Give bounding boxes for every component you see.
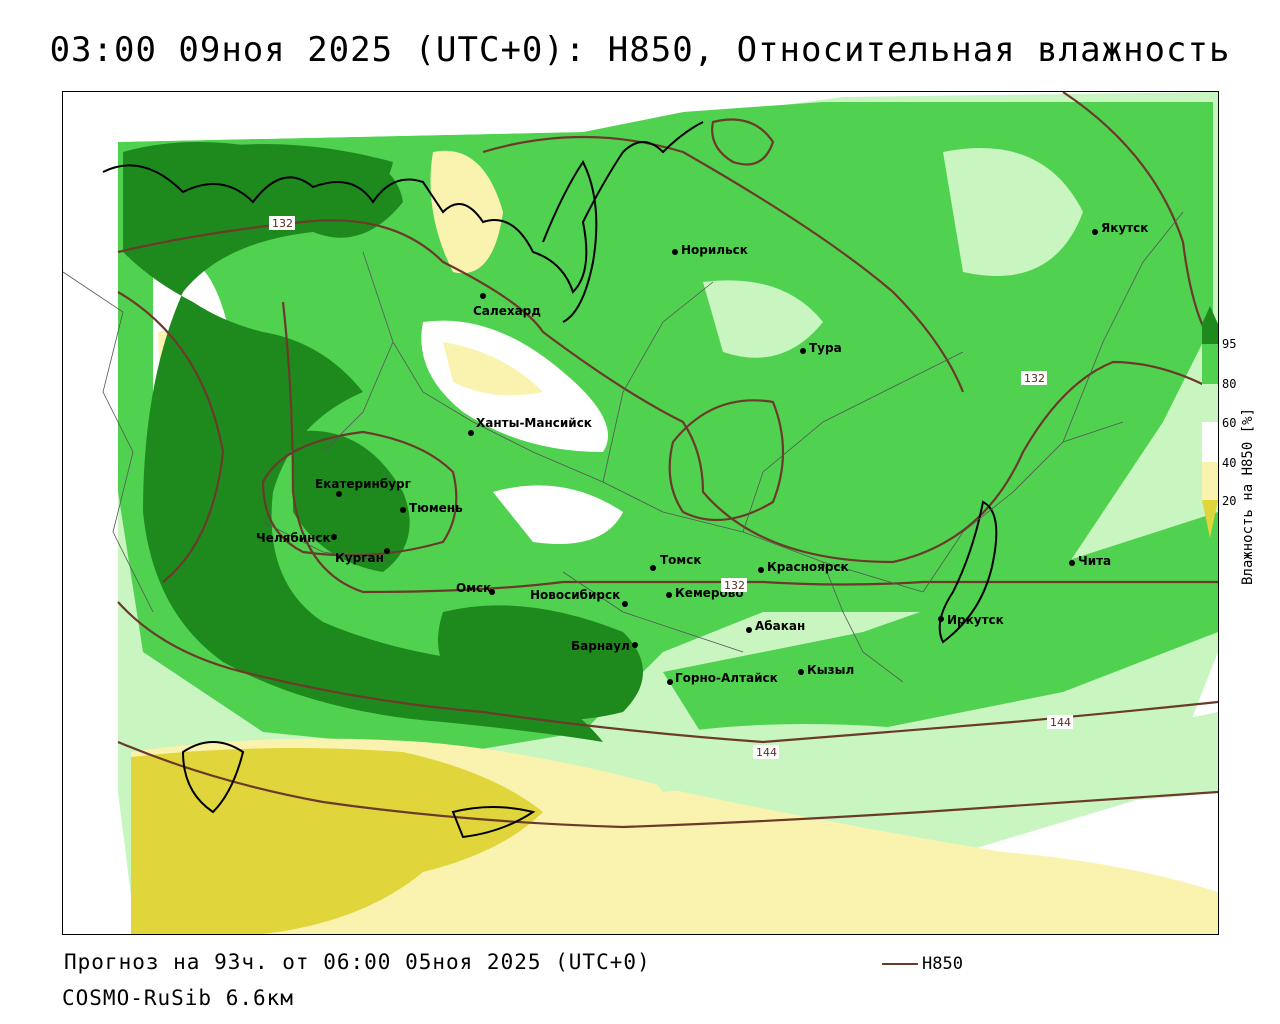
city-dot (336, 491, 342, 497)
city-dot (632, 642, 638, 648)
city-label-yekaterinburg: Екатеринбург (315, 477, 411, 491)
city-label-chita: Чита (1078, 554, 1111, 568)
city-label-kyzyl: Кызыл (807, 663, 854, 677)
colorbar-40 (1202, 422, 1218, 462)
colorbar-60 (1202, 384, 1218, 422)
city-dot (800, 348, 806, 354)
city-dot (746, 627, 752, 633)
coastlines (102, 121, 998, 839)
colorbar-tick: 60 (1222, 416, 1237, 430)
humidity-map: Якутск Норильск Салехард Тура Ханты-Манс… (63, 92, 1218, 934)
isoline-lowerc (281, 301, 1218, 594)
h850-isolines (117, 92, 1218, 829)
city-dot (758, 567, 764, 573)
isoline-east (1062, 92, 1218, 353)
humidity-60-patch-north (430, 150, 503, 274)
city-label-omsk: Омск (456, 581, 491, 595)
colorbar-bottom-arrow (1202, 500, 1218, 538)
city-dot (1069, 560, 1075, 566)
colorbar-tick: 20 (1222, 494, 1237, 508)
humidity-95-region-west (123, 142, 603, 742)
city-label-tyumen: Тюмень (409, 501, 463, 515)
humidity-below-20-region (131, 748, 543, 934)
city-label-krasnoyarsk: Красноярск (767, 560, 849, 574)
city-label-gorno-altaysk: Горно-Алтайск (675, 671, 778, 685)
model-name: COSMO-RuSib 6.6км (62, 986, 294, 1010)
city-label-chelyabinsk: Челябинск (256, 531, 331, 545)
city-dot (798, 669, 804, 675)
yamal-peninsula (542, 160, 598, 323)
city-dot (400, 507, 406, 513)
isoline-north-loop (711, 118, 775, 166)
isoline-144-a (117, 601, 1218, 744)
humidity-40-patch-central (443, 342, 543, 396)
city-label-abakan: Абакан (755, 619, 805, 633)
caspian-coast (181, 741, 245, 814)
isoline-west (117, 291, 225, 583)
isoline-labels: 132 132 132 144 144 (269, 216, 1073, 759)
colorbar-95 (1202, 324, 1218, 344)
legend-label: H850 (922, 954, 963, 974)
city-label-salekhard: Салехард (473, 304, 541, 318)
isoline-central-loop (668, 399, 785, 522)
city-markers: Якутск Норильск Салехард Тура Ханты-Манс… (256, 221, 1148, 685)
humidity-95-region-ural (293, 430, 410, 572)
city-label-tura: Тура (809, 341, 842, 355)
arctic-coast (102, 121, 704, 294)
humidity-colorbar (1202, 306, 1218, 538)
map-title: 03:00 09ноя 2025 (UTC+0): H850, Относите… (49, 30, 1231, 70)
city-label-tomsk: Томск (660, 553, 702, 567)
map-area: Якутск Норильск Салехард Тура Ханты-Манс… (62, 91, 1219, 935)
isoline-ural-oval (261, 430, 458, 557)
colorbar-tick: 80 (1222, 377, 1237, 391)
isoline-label: 144 (1050, 716, 1071, 729)
isoline-label: 144 (756, 746, 777, 759)
city-dot (1092, 229, 1098, 235)
city-dot (331, 534, 337, 540)
isoline-label: 132 (724, 579, 745, 592)
city-dot (468, 430, 474, 436)
legend-line-icon (882, 963, 918, 965)
humidity-80-region (118, 102, 1213, 752)
city-dot (672, 249, 678, 255)
balkhash-lake (451, 806, 536, 839)
city-dot (480, 293, 486, 299)
city-label-novosibirsk: Новосибирск (530, 588, 620, 602)
humidity-60-patch-ural (493, 485, 623, 544)
city-label-irkutsk: Иркутск (947, 613, 1004, 627)
city-label-barnaul: Барнаул (571, 639, 630, 653)
admin-borders (63, 211, 1184, 683)
colorbar-80 (1202, 344, 1218, 384)
baikal-lake (938, 500, 998, 644)
isoline-legend: H850 (882, 954, 963, 974)
city-dot (666, 592, 672, 598)
isoline-top (482, 135, 965, 393)
colorbar-20 (1202, 462, 1218, 500)
city-label-yakutsk: Якутск (1101, 221, 1148, 235)
colorbar-label: Влажность на H850 [%] (1240, 407, 1256, 585)
isoline-label: 132 (272, 217, 293, 230)
outside-domain-west (63, 92, 118, 934)
city-label-kurgan: Курган (335, 551, 384, 565)
humidity-60-patch-east (943, 148, 1083, 276)
city-dot (938, 616, 944, 622)
city-dot (384, 548, 390, 554)
city-dot (622, 601, 628, 607)
humidity-60-patch-tura (703, 280, 823, 358)
city-dot (667, 679, 673, 685)
city-dot (489, 589, 495, 595)
isoline-132-main (117, 219, 1218, 564)
forecast-info: Прогноз на 93ч. от 06:00 05ноя 2025 (UTC… (64, 950, 651, 974)
isoline-label: 132 (1024, 372, 1045, 385)
colorbar-tick: 95 (1222, 337, 1237, 351)
city-label-norilsk: Норильск (681, 243, 748, 257)
outside-domain-north (118, 92, 763, 142)
humidity-95-region-altai (438, 605, 643, 720)
colorbar-top-arrow (1202, 306, 1218, 324)
isoline-144-b (117, 740, 1218, 829)
colorbar-tick: 40 (1222, 456, 1237, 470)
city-dot (650, 565, 656, 571)
city-label-khanty-mansiysk: Ханты-Мансийск (476, 416, 592, 430)
humidity-60-band-south (623, 712, 1218, 802)
